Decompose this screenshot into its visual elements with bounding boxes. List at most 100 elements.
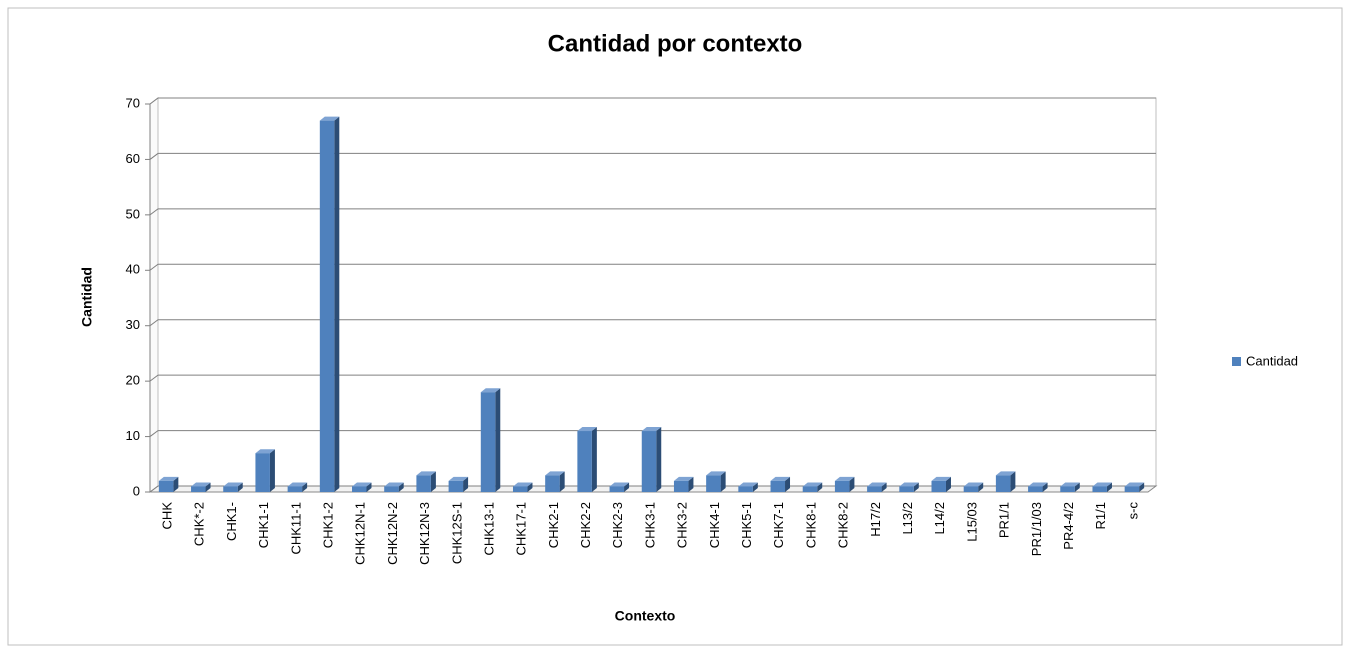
x-tick-label: L13/2 [900,502,915,535]
bar-side [1042,482,1048,492]
x-tick-label: CHK*-2 [192,502,207,546]
x-tick-label: R1/1 [1093,502,1108,529]
bar-side [237,482,243,492]
bar-side [1139,482,1145,492]
bar-side [463,476,469,492]
bar-top [352,482,372,487]
bar [384,486,399,492]
bar-top [287,482,308,487]
bar-side [785,476,791,492]
x-tick-label: CHK1-1 [256,502,271,548]
bar [416,475,431,492]
y-tick-label: 50 [126,206,140,221]
bar [287,486,303,492]
x-tick-label: PR4-4/2 [1061,502,1076,550]
x-axis-title: Contexto [615,608,676,624]
x-tick-label: PR1/1/03 [1029,502,1044,556]
bar [738,486,753,492]
grid-line [149,208,1156,216]
bar-top [1028,482,1048,487]
bar-top [512,482,533,487]
bar-top [384,482,404,487]
bar [673,480,689,492]
x-tick-label: CHK7-1 [771,502,786,548]
bar-top [963,482,984,487]
bar-top [158,476,179,481]
x-tick-label: H17/2 [868,502,883,537]
bar [158,480,174,492]
bar-side [1010,471,1016,492]
bar-top [1092,482,1112,487]
x-tick-label: CHK3-2 [675,502,690,548]
y-axis-title: Cantidad [79,267,95,327]
bar-side [430,471,436,492]
bar-top [319,116,340,121]
x-tick-label: CHK12N-3 [417,502,432,565]
x-tick-label: CHK11-1 [288,502,303,555]
chart-title: Cantidad por contexto [548,30,803,57]
bar-top [577,427,597,432]
grid-line [149,430,1156,437]
bar-top [770,476,791,481]
bar-side [978,482,984,492]
x-tick-label: CHK1- [224,502,239,541]
y-tick-label: 0 [133,483,140,498]
bar-side [591,427,597,492]
x-tick-label: CHK [160,502,175,530]
x-tick-label: s-c [1125,502,1140,520]
grid-line [149,263,1156,271]
y-tick-label: 70 [126,95,140,110]
bar [963,486,979,492]
bar [931,480,946,492]
bar-side [817,482,823,492]
y-tick-label: 40 [126,262,140,277]
x-tick-label: CHK12N-1 [353,502,368,565]
bar-side [559,471,565,492]
bar-top [738,482,758,487]
bar-side [173,476,179,492]
bar-top [609,482,630,487]
bar [834,480,850,492]
x-tick-label: CHK12N-2 [385,502,400,565]
x-tick-label: CHK5-1 [739,502,754,548]
x-tick-label: CHK2-2 [578,502,593,548]
y-tick-label: 60 [126,151,140,166]
bar-side [334,116,340,492]
bar [255,453,270,492]
side-wall [149,97,159,493]
bar-side [527,482,533,492]
x-tick-label: CHK12S-1 [449,502,464,564]
bar [1060,486,1075,492]
grid-line [149,152,1156,160]
bar-side [366,482,372,492]
bar-top [802,482,823,487]
x-tick-label: CHK3-1 [642,502,657,548]
grid-line [149,374,1156,382]
bar-side [205,482,211,492]
bar-top [995,471,1016,476]
bar [448,480,464,492]
bar [223,486,238,492]
bar-top [706,471,726,476]
x-tick-label: CHK8-1 [803,502,818,548]
bar [995,475,1011,492]
y-tick-label: 30 [126,317,140,332]
legend-label: Cantidad [1246,353,1298,368]
bar-side [1074,482,1080,492]
bar-side [945,476,951,492]
bar-top [545,471,565,476]
x-tick-label: PR1/1 [997,502,1012,538]
bar-top [480,388,501,393]
x-tick-label: CHK2-3 [610,502,625,548]
bar [706,475,721,492]
bar-side [656,427,662,492]
bar-top [255,449,275,454]
x-tick-label: L14/2 [932,502,947,535]
bar-top [1124,482,1145,487]
bar [191,486,206,492]
grid-line [149,485,1156,493]
x-tick-label: CHK2-1 [546,502,561,548]
x-tick-label: CHK1-2 [321,502,336,548]
bar-top [834,476,855,481]
bar [1092,486,1107,492]
